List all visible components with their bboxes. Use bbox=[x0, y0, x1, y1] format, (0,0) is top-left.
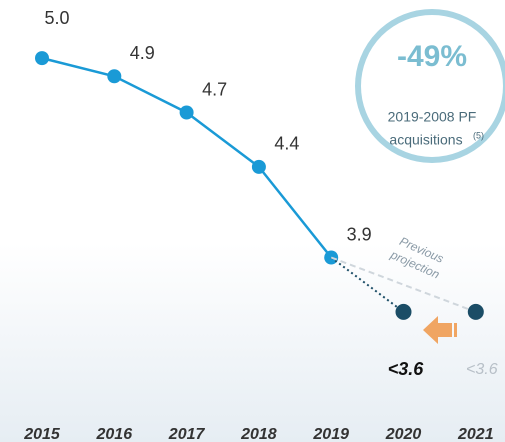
value-label: 3.9 bbox=[347, 224, 372, 244]
x-tick-label: 2018 bbox=[240, 426, 277, 442]
callout-text: acquisitions bbox=[389, 132, 462, 148]
x-tick-label: 2019 bbox=[312, 426, 349, 442]
arrow bbox=[423, 316, 457, 344]
x-tick-label: 2015 bbox=[23, 426, 61, 442]
point bbox=[467, 303, 484, 320]
callout-superscript: (5) bbox=[473, 130, 484, 140]
value-label: 4.9 bbox=[130, 43, 155, 63]
x-tick-label: 2021 bbox=[457, 426, 494, 442]
point bbox=[395, 303, 412, 320]
value-label: 4.4 bbox=[274, 134, 299, 154]
x-tick-label: 2020 bbox=[385, 426, 422, 442]
x-tick-label: 2016 bbox=[96, 426, 133, 442]
point bbox=[35, 51, 49, 66]
callout-circle bbox=[355, 9, 505, 163]
value-label: 4.7 bbox=[202, 79, 227, 99]
point bbox=[107, 69, 122, 84]
projection-line bbox=[330, 256, 405, 313]
previous-projection-line bbox=[330, 256, 477, 313]
value-label: <3.6 bbox=[388, 359, 425, 379]
callout-title: -49% bbox=[397, 40, 467, 73]
point bbox=[179, 105, 194, 120]
arrow-shape bbox=[423, 316, 452, 344]
arrow-stripe bbox=[454, 323, 457, 337]
x-tick-label: 2017 bbox=[168, 426, 206, 442]
value-label: <3.6 bbox=[466, 361, 498, 378]
point bbox=[251, 159, 266, 174]
value-label: 5.0 bbox=[44, 8, 69, 28]
callout-text: 2019-2008 PF bbox=[388, 109, 477, 125]
